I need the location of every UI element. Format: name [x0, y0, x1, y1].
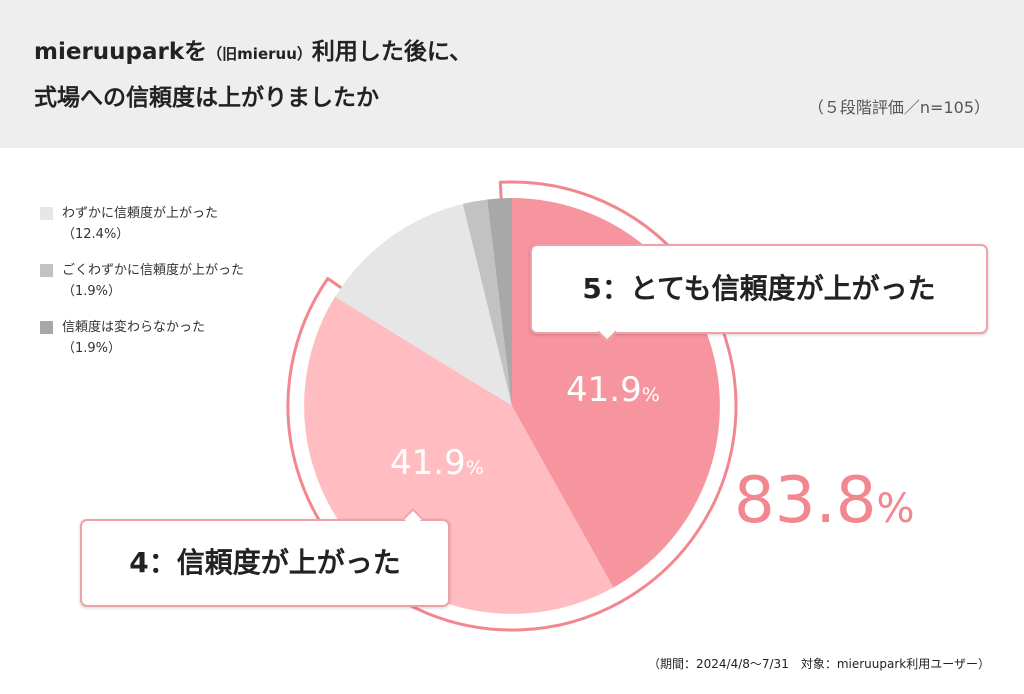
- legend-pct-very-slight: （1.9%）: [62, 284, 122, 299]
- total-positive-percent: 83.8%: [734, 464, 915, 538]
- slice-value-rating4: 41.9: [390, 443, 466, 483]
- title-small: （旧mieruu）: [207, 45, 312, 63]
- slice-pct-sign-rating5: %: [641, 384, 660, 406]
- slice-label-rating5: 41.9%: [566, 370, 660, 410]
- legend-label-slight: わずかに信頼度が上がった: [62, 206, 219, 221]
- legend-swatch-unchanged: [40, 321, 53, 334]
- pie-slice-very-slight: [462, 199, 512, 406]
- callout-rating5: 5：とても信頼度が上がった: [530, 244, 988, 334]
- legend-item-very-slight: ごくわずかに信頼度が上がった （1.9%）: [40, 260, 244, 302]
- legend-pct-unchanged: （1.9%）: [62, 341, 122, 356]
- title-part1: mieruuparkを: [34, 39, 208, 65]
- legend-label-very-slight: ごくわずかに信頼度が上がった: [62, 263, 245, 278]
- slice-label-rating4: 41.9%: [390, 443, 484, 483]
- legend-swatch-very-slight: [40, 264, 53, 277]
- pie-slice-slight: [335, 203, 512, 406]
- title-part2: 利用した後に、: [311, 39, 473, 65]
- total-value: 83.8: [734, 464, 877, 538]
- legend-label-unchanged: 信頼度は変わらなかった: [62, 320, 206, 335]
- legend: わずかに信頼度が上がった （12.4%） ごくわずかに信頼度が上がった （1.9…: [40, 203, 244, 374]
- total-pct-sign: %: [876, 486, 915, 532]
- slice-pct-sign-rating4: %: [465, 457, 484, 479]
- legend-item-slight: わずかに信頼度が上がった （12.4%）: [40, 203, 244, 245]
- header-band: mieruuparkを（旧mieruu）利用した後に、 式場への信頼度は上がりま…: [0, 0, 1024, 148]
- legend-item-unchanged: 信頼度は変わらなかった （1.9%）: [40, 317, 244, 359]
- legend-swatch-slight: [40, 207, 53, 220]
- sample-note: （５段階評価／n=105）: [807, 98, 990, 117]
- slice-value-rating5: 41.9: [566, 370, 642, 410]
- footnote: （期間：2024/4/8〜7/31 対象：mieruupark利用ユーザー）: [647, 657, 990, 671]
- legend-pct-slight: （12.4%）: [62, 227, 130, 242]
- pie-slice-unchanged: [487, 198, 512, 406]
- chart-title: mieruuparkを（旧mieruu）利用した後に、 式場への信頼度は上がりま…: [34, 30, 472, 120]
- title-line2: 式場への信頼度は上がりましたか: [34, 85, 379, 111]
- callout-rating4: 4：信頼度が上がった: [80, 519, 450, 607]
